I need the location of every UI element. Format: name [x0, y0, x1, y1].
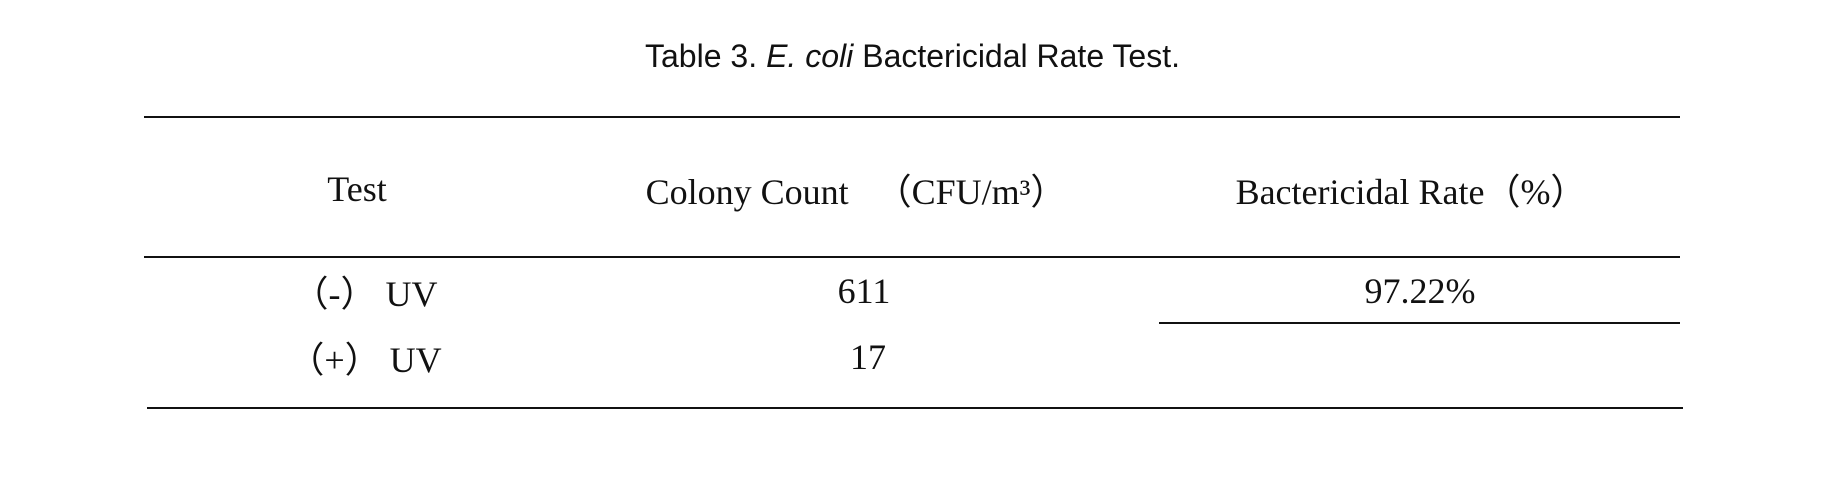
title-species: E. coli	[766, 38, 854, 74]
count-cell: 17	[850, 337, 886, 377]
header-cell: Colony Count （CFU/m³）	[645, 172, 1067, 212]
rate-cell: 97.22%	[1364, 271, 1476, 311]
count-cell: 611	[837, 271, 891, 311]
rate-rule	[1159, 322, 1680, 324]
top-rule	[144, 116, 1680, 118]
header-rule	[144, 256, 1680, 258]
header-cell: Bactericidal Rate（%）	[1235, 172, 1587, 212]
header-cell: Test	[327, 169, 387, 209]
title-text: Bactericidal Rate Test.	[862, 38, 1180, 74]
table-title: Table 3. E. coli Bactericidal Rate Test.	[0, 38, 1825, 75]
title-label: Table 3.	[645, 38, 758, 74]
test-cell: （-） UV	[292, 274, 438, 314]
bottom-rule	[147, 407, 1683, 409]
test-cell: （+） UV	[288, 340, 442, 380]
